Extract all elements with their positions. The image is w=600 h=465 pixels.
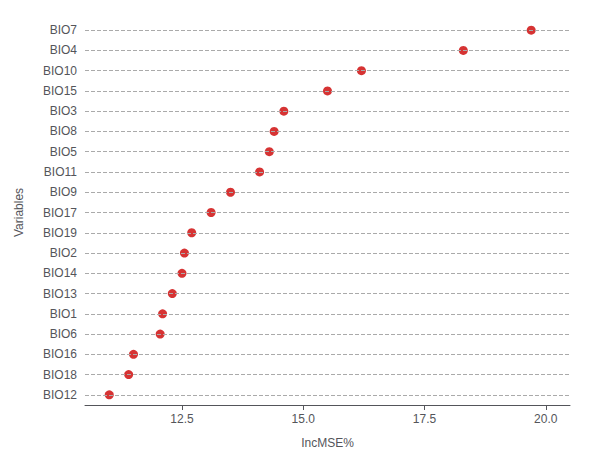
svg-text:BIO12: BIO12 <box>43 388 77 402</box>
svg-text:20.0: 20.0 <box>534 412 558 426</box>
svg-text:BIO18: BIO18 <box>43 368 77 382</box>
svg-text:15.0: 15.0 <box>292 412 316 426</box>
svg-text:BIO15: BIO15 <box>43 84 77 98</box>
svg-text:BIO19: BIO19 <box>43 226 77 240</box>
svg-text:BIO6: BIO6 <box>50 327 78 341</box>
svg-text:BIO17: BIO17 <box>43 206 77 220</box>
svg-text:12.5: 12.5 <box>170 412 194 426</box>
svg-text:BIO5: BIO5 <box>50 145 78 159</box>
svg-text:BIO11: BIO11 <box>44 165 77 179</box>
svg-text:BIO8: BIO8 <box>50 124 78 138</box>
svg-text:BIO3: BIO3 <box>50 104 78 118</box>
svg-text:17.5: 17.5 <box>413 412 437 426</box>
svg-text:BIO7: BIO7 <box>50 23 78 37</box>
svg-text:IncMSE%: IncMSE% <box>301 436 354 450</box>
svg-text:BIO13: BIO13 <box>43 287 77 301</box>
svg-text:BIO2: BIO2 <box>50 246 78 260</box>
svg-text:BIO9: BIO9 <box>50 185 78 199</box>
svg-text:BIO1: BIO1 <box>50 307 78 321</box>
svg-text:BIO4: BIO4 <box>50 43 78 57</box>
svg-text:BIO14: BIO14 <box>43 266 77 280</box>
svg-text:Variables: Variables <box>12 188 26 237</box>
svg-text:BIO10: BIO10 <box>43 64 77 78</box>
svg-text:BIO16: BIO16 <box>43 347 77 361</box>
